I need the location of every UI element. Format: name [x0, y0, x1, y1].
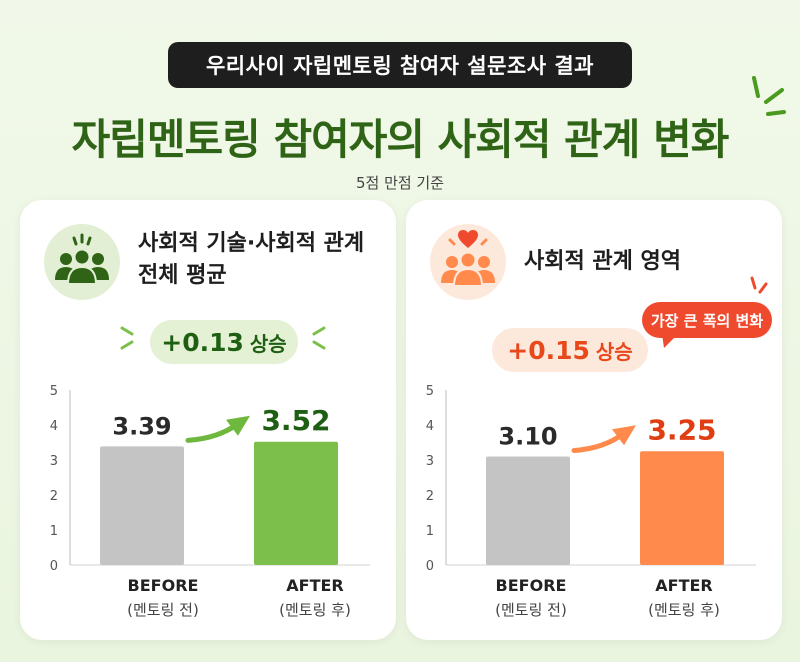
spark-icon	[750, 276, 768, 294]
card-title: 사회적 기술·사회적 관계 전체 평균	[138, 228, 364, 292]
change-badge: +0.13 상승	[150, 320, 298, 364]
y-tick-label: 5	[426, 384, 434, 399]
y-tick-label: 3	[50, 454, 58, 469]
category-sublabel: (멘토링 전)	[495, 601, 567, 619]
y-tick-label: 1	[426, 524, 434, 539]
spark-left-icon	[120, 326, 134, 350]
people-heart-icon	[430, 224, 506, 300]
scale-note: 5점 만점 기준	[355, 174, 445, 192]
value-label: 3.10	[498, 423, 557, 451]
bar-after	[254, 441, 338, 565]
category-before: BEFORE (멘토링 전)	[456, 576, 606, 620]
biggest-change-callout: 가장 큰 폭의 변화	[642, 302, 772, 338]
spark-right-icon	[312, 326, 326, 350]
y-tick-label: 5	[50, 384, 58, 399]
y-tick-label: 3	[426, 454, 434, 469]
y-tick-label: 0	[426, 559, 434, 574]
category-label: BEFORE	[495, 576, 567, 595]
category-label: AFTER	[655, 576, 713, 595]
value-label: 3.52	[261, 404, 330, 437]
social-relations-card: 사회적 관계 영역 가장 큰 폭의 변화 +0.15 상승 0 1 2 3 4 5 3.10 3…	[406, 200, 782, 640]
category-sublabel: (멘토링 후)	[648, 601, 720, 619]
y-tick-label: 4	[426, 419, 434, 434]
increase-arrowhead-icon	[226, 415, 250, 436]
survey-header-pill: 우리사이 자립멘토링 참여자 설문조사 결과	[168, 42, 632, 88]
change-suffix: 상승	[595, 339, 633, 364]
category-sublabel: (멘토링 후)	[279, 601, 351, 619]
category-after: AFTER (멘토링 후)	[609, 576, 759, 620]
bar-before	[100, 446, 184, 565]
y-tick-label: 1	[50, 524, 58, 539]
y-tick-label: 0	[50, 559, 58, 574]
bar-chart-social-relations: 0 1 2 3 4 5 3.10 3.25	[426, 384, 756, 574]
category-label: AFTER	[286, 576, 344, 595]
sparkle-icon	[752, 76, 786, 116]
card-title-line2: 전체 평균	[138, 263, 227, 288]
increase-arrowhead-icon	[612, 425, 636, 446]
card-title: 사회적 관계 영역	[524, 246, 681, 278]
category-sublabel: (멘토링 전)	[127, 601, 199, 619]
change-value: +0.15	[507, 335, 590, 365]
callout-tail	[662, 334, 678, 348]
increase-arrow-icon	[571, 430, 627, 453]
bar-after	[640, 451, 724, 565]
category-before: BEFORE (멘토링 전)	[88, 576, 238, 620]
value-label: 3.39	[112, 412, 171, 440]
value-label: 3.25	[647, 413, 716, 446]
bar-chart-overall: 0 1 2 3 4 5 3.39 3.52	[50, 384, 370, 574]
change-badge: +0.15 상승	[492, 328, 648, 372]
change-suffix: 상승	[249, 331, 287, 356]
y-tick-label: 2	[50, 489, 58, 504]
overall-average-card: 사회적 기술·사회적 관계 전체 평균 +0.13 상승 0 1 2 3 4 5 3.39 3.…	[20, 200, 396, 640]
card-title-line1: 사회적 기술·사회적 관계	[138, 231, 365, 256]
page-title: 자립멘토링 참여자의 사회적 관계 변화	[71, 115, 730, 164]
bar-before	[486, 456, 570, 565]
y-tick-label: 4	[50, 419, 58, 434]
card-title-line1: 사회적 관계 영역	[524, 249, 681, 274]
category-after: AFTER (멘토링 후)	[240, 576, 390, 620]
increase-arrow-icon	[185, 421, 241, 443]
people-group-icon	[44, 224, 120, 300]
category-label: BEFORE	[127, 576, 199, 595]
change-value: +0.13	[161, 327, 244, 357]
y-tick-label: 2	[426, 489, 434, 504]
